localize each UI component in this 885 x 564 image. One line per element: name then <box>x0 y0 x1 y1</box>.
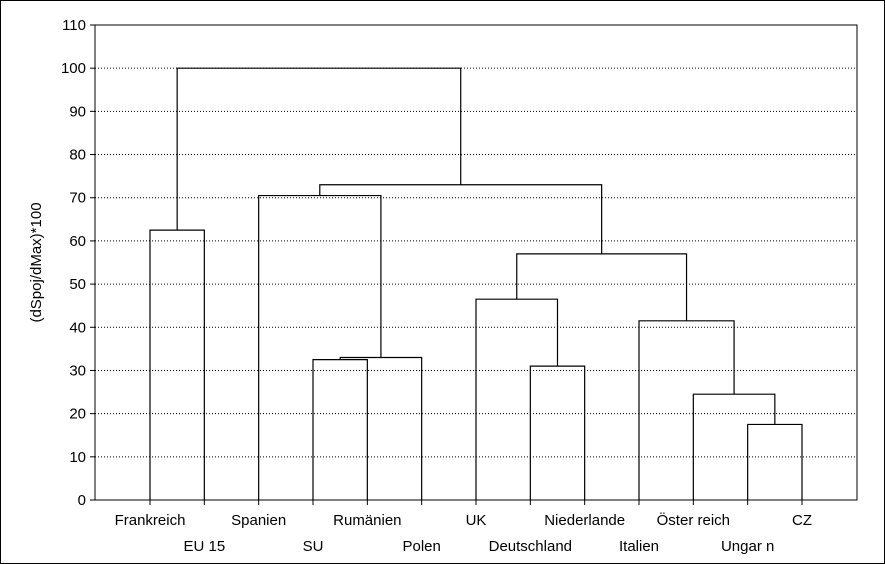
y-tick-label: 90 <box>69 103 86 120</box>
dendrogram-link <box>475 298 559 500</box>
dendrogram-link <box>176 67 462 231</box>
y-tick-label: 110 <box>62 17 86 34</box>
y-tick-label: 50 <box>69 276 86 293</box>
dendrogram-link <box>319 184 603 254</box>
dendrogram-link <box>747 423 803 500</box>
leaf-label: Öster reich <box>657 511 730 529</box>
leaf-label: SU <box>303 538 324 555</box>
leaf-label: Ungar n <box>721 538 774 555</box>
leaf-label: Polen <box>402 538 440 555</box>
y-axis-title: (dSpoj/dMax)*100 <box>28 202 45 322</box>
leaf-label: Spanien <box>231 512 286 529</box>
y-tick-label: 70 <box>69 190 86 207</box>
y-tick-label: 80 <box>69 147 86 164</box>
y-tick-label: 30 <box>69 362 86 379</box>
y-tick-label: 60 <box>69 233 86 250</box>
leaf-label: Niederlande <box>544 512 625 529</box>
y-tick-label: 0 <box>78 492 86 509</box>
dendrogram-link <box>529 365 586 500</box>
y-tick-label: 10 <box>69 449 86 466</box>
y-tick-label: 20 <box>69 406 86 423</box>
y-tick-label: 100 <box>61 60 86 77</box>
dendrogram-link <box>516 253 688 321</box>
dendrogram-link <box>149 229 205 500</box>
leaf-label: Italien <box>619 538 659 555</box>
leaf-label: Deutschland <box>489 538 572 555</box>
y-tick-label: 40 <box>69 319 86 336</box>
leaf-label: EU 15 <box>183 538 225 555</box>
leaf-label: Frankreich <box>115 512 186 529</box>
leaf-label: Rumänien <box>333 512 401 529</box>
dendrogram-link <box>692 393 776 500</box>
dendrogram-link <box>638 320 735 500</box>
leaf-label: CZ <box>792 512 812 529</box>
dendrogram-link <box>339 356 423 500</box>
dendrogram-link <box>312 359 368 500</box>
leaf-label: UK <box>466 512 487 529</box>
